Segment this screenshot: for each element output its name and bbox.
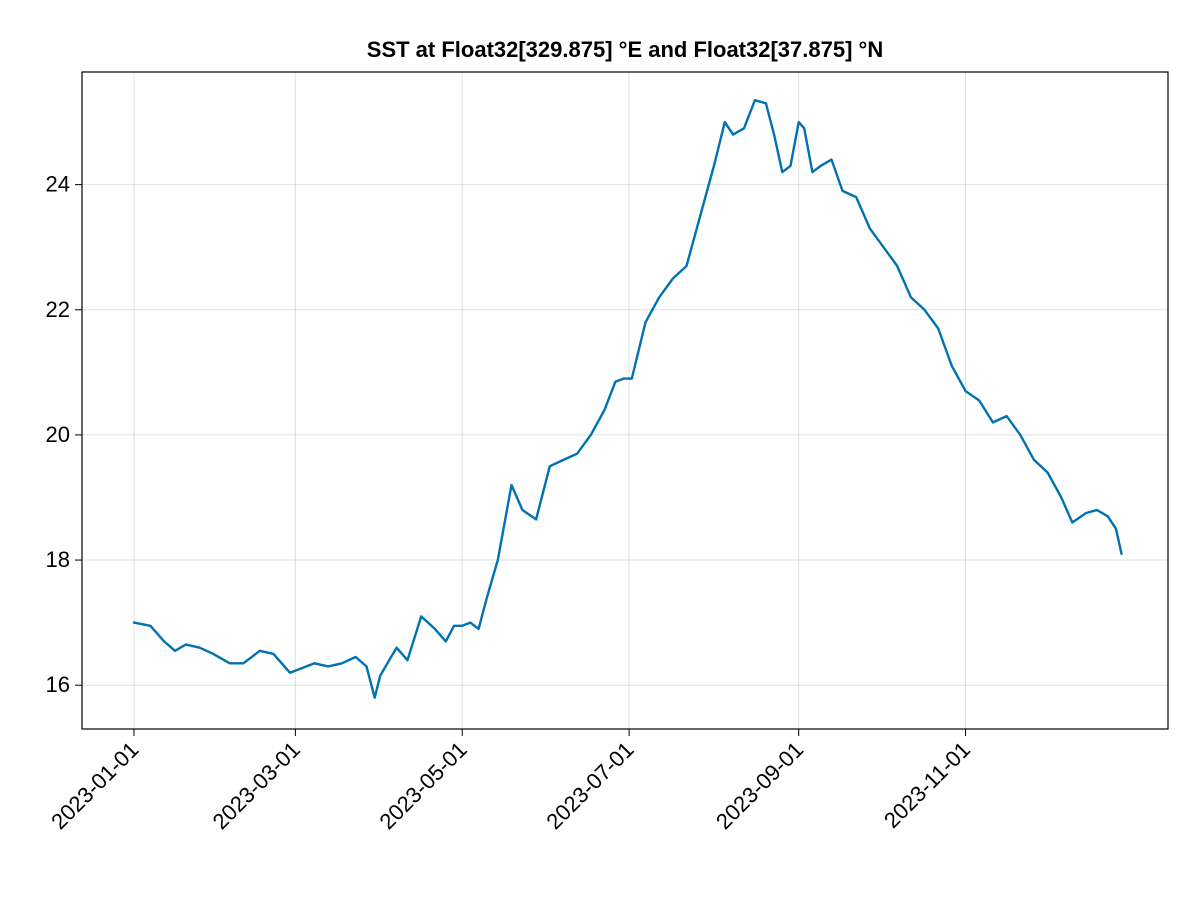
x-tick-label: 2023-11-01: [879, 737, 975, 833]
y-tick-label: 18: [46, 547, 70, 572]
tick-labels: 2023-01-01 2023-03-01 2023-05-01 2023-07-01…: [46, 172, 976, 834]
x-tick-label: 2023-05-01: [375, 737, 472, 834]
grid-lines: [82, 72, 1168, 729]
series-layer: [132, 98, 1123, 699]
y-tick-label: 20: [46, 422, 70, 447]
sst-series-line: [132, 98, 1123, 699]
y-tick-label: 22: [46, 297, 70, 322]
plot-frame: [81, 71, 1169, 730]
x-tick-label: 2023-03-01: [208, 737, 305, 834]
x-tick-label: 2023-09-01: [711, 737, 808, 834]
x-tick-label: 2023-01-01: [46, 737, 143, 834]
x-tick-label: 2023-07-01: [541, 737, 638, 834]
axis-ticks: [75, 184, 967, 736]
chart-title: SST at Float32[329.875] °E and Float32[3…: [367, 37, 883, 62]
y-tick-label: 24: [46, 172, 70, 197]
y-tick-label: 16: [46, 672, 70, 697]
